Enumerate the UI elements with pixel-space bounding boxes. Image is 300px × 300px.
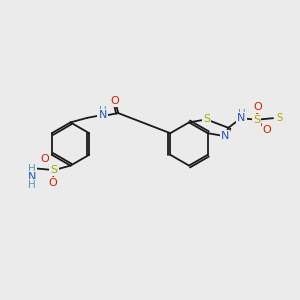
Text: S: S [277, 113, 283, 123]
Text: S: S [203, 114, 210, 124]
Text: N: N [98, 110, 107, 121]
Text: N: N [28, 172, 36, 182]
Text: N: N [237, 113, 245, 123]
Text: O: O [254, 102, 262, 112]
Text: O: O [263, 125, 272, 135]
Text: H: H [28, 180, 36, 190]
Text: H: H [99, 106, 106, 116]
Text: S: S [50, 165, 58, 175]
Text: O: O [111, 95, 120, 106]
Text: N: N [221, 131, 229, 141]
Text: S: S [253, 115, 260, 125]
Text: H: H [238, 109, 245, 119]
Text: O: O [40, 154, 49, 164]
Text: O: O [48, 178, 57, 188]
Text: H: H [28, 164, 36, 174]
